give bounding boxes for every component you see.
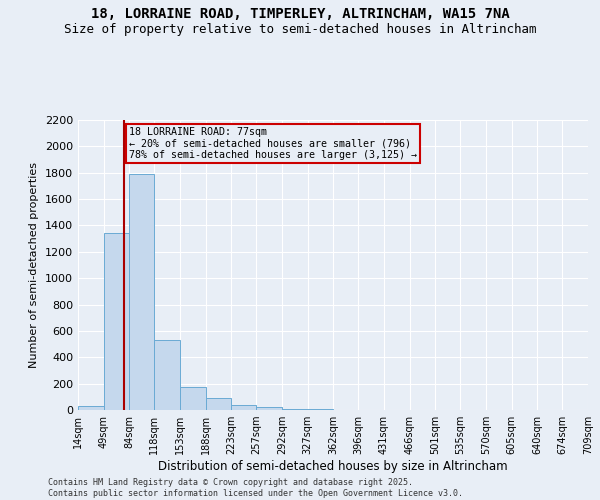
Bar xyxy=(104,234,130,410)
Bar xyxy=(180,387,206,410)
Bar xyxy=(130,174,154,410)
Bar xyxy=(232,406,256,410)
Y-axis label: Number of semi-detached properties: Number of semi-detached properties xyxy=(29,162,40,368)
Bar xyxy=(206,398,232,410)
Text: Contains HM Land Registry data © Crown copyright and database right 2025.
Contai: Contains HM Land Registry data © Crown c… xyxy=(48,478,463,498)
Bar xyxy=(256,408,282,410)
Text: 18 LORRAINE ROAD: 77sqm
← 20% of semi-detached houses are smaller (796)
78% of s: 18 LORRAINE ROAD: 77sqm ← 20% of semi-de… xyxy=(130,126,418,160)
Bar xyxy=(154,340,180,410)
Text: 18, LORRAINE ROAD, TIMPERLEY, ALTRINCHAM, WA15 7NA: 18, LORRAINE ROAD, TIMPERLEY, ALTRINCHAM… xyxy=(91,8,509,22)
X-axis label: Distribution of semi-detached houses by size in Altrincham: Distribution of semi-detached houses by … xyxy=(158,460,508,473)
Bar xyxy=(78,406,104,410)
Bar xyxy=(282,408,308,410)
Text: Size of property relative to semi-detached houses in Altrincham: Size of property relative to semi-detach… xyxy=(64,22,536,36)
